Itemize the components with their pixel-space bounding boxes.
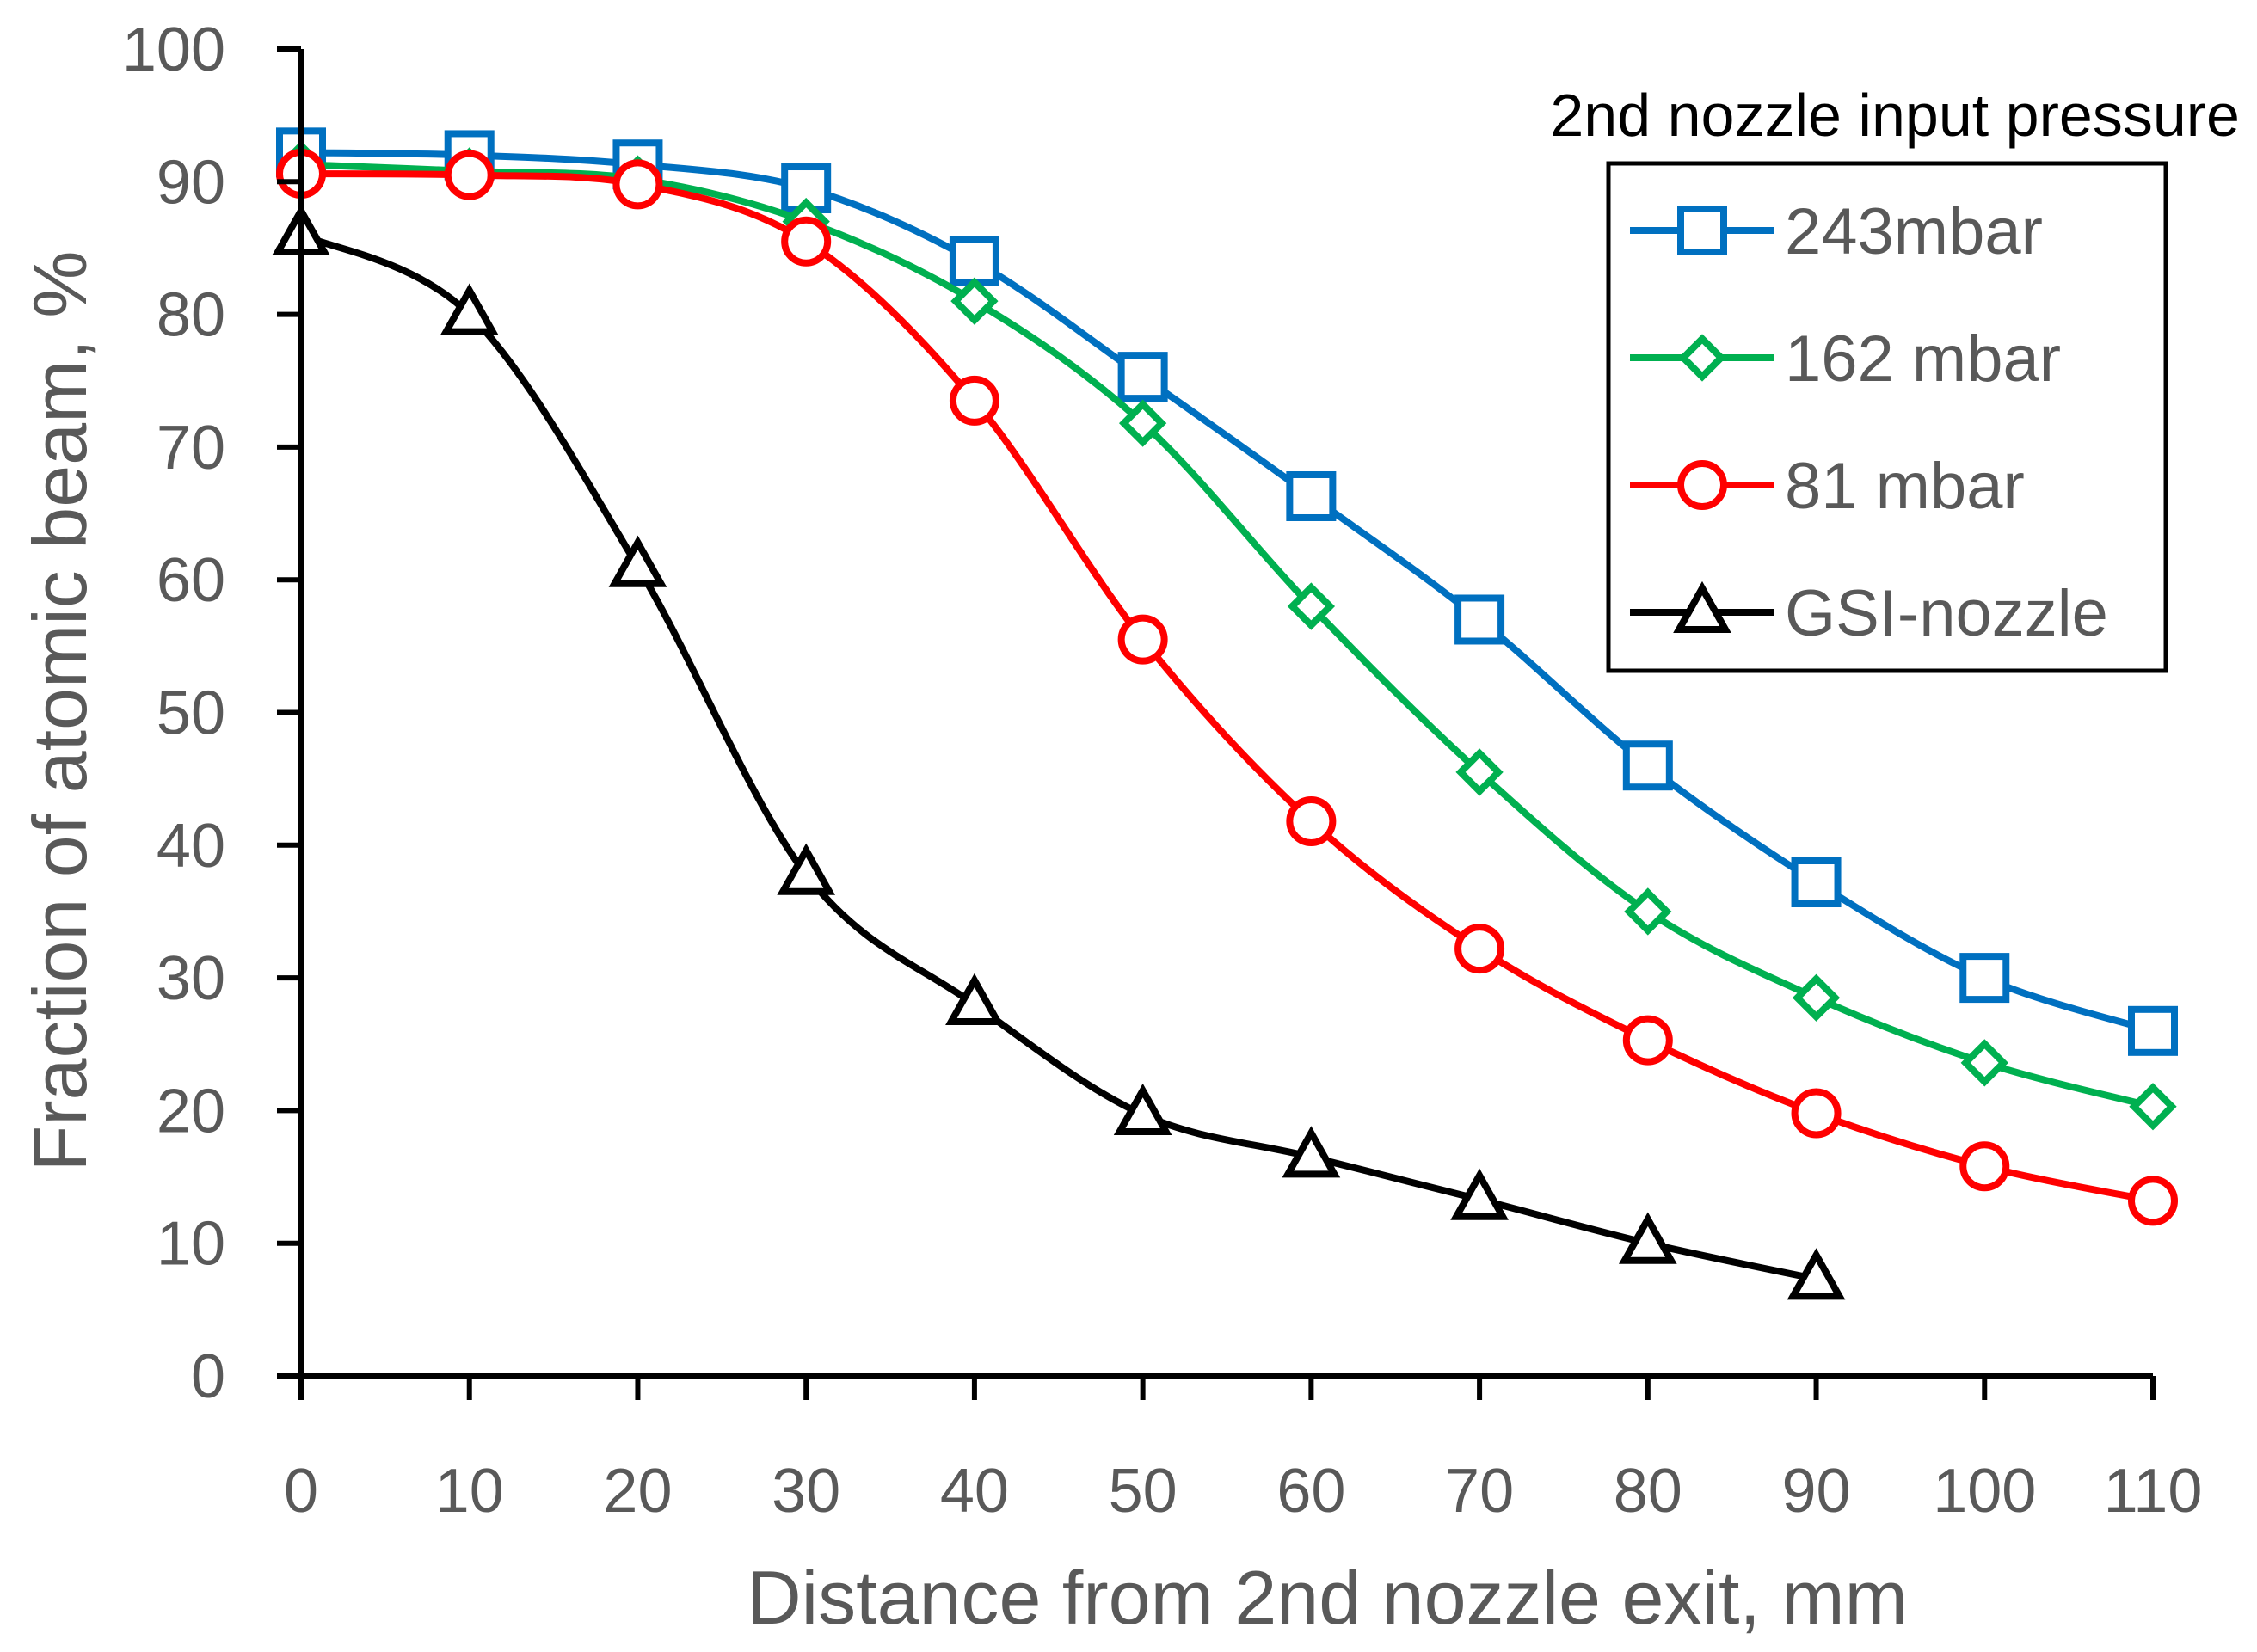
data-point-162-mbar xyxy=(2129,1083,2177,1131)
data-point-243mbar xyxy=(1622,740,1673,791)
x-tick-label: 0 xyxy=(284,1457,318,1526)
y-tick-label: 20 xyxy=(157,1077,225,1145)
data-point-81-mbar xyxy=(1959,1141,2010,1192)
y-tick-label: 70 xyxy=(157,414,225,482)
data-point-gsi-nozzle xyxy=(1282,1126,1341,1178)
legend-marker-gsi-nozzle xyxy=(1673,580,1731,633)
data-point-243mbar xyxy=(2128,1005,2178,1056)
y-tick-label: 100 xyxy=(122,15,225,84)
y-tick-label: 30 xyxy=(157,944,225,1013)
data-point-243mbar xyxy=(949,236,999,286)
legend-label-162-mbar: 162 mbar xyxy=(1785,322,2061,396)
data-point-243mbar xyxy=(1791,857,1842,908)
data-point-81-mbar xyxy=(1117,614,1168,665)
y-tick-label: 40 xyxy=(157,812,225,881)
data-point-162-mbar xyxy=(1792,973,1841,1022)
x-tick-label: 10 xyxy=(435,1457,504,1526)
axes: 0 10 20 30 40 50 60 70 80 90 100 0 10 20 30 40 50 60 70 80 9… xyxy=(122,15,2203,1526)
series-line-gsi-nozzle xyxy=(299,231,1817,1283)
data-point-162-mbar xyxy=(1118,399,1167,447)
legend-marker-162-mbar xyxy=(1678,334,1726,382)
x-tick-label: 80 xyxy=(1614,1457,1682,1526)
legend-marker-243mbar xyxy=(1677,206,1727,255)
data-point-81-mbar xyxy=(949,375,999,426)
x-tick-label: 30 xyxy=(772,1457,840,1526)
x-tick-label: 40 xyxy=(940,1457,1009,1526)
y-tick-label: 80 xyxy=(157,281,225,350)
x-tick-label: 110 xyxy=(2104,1457,2203,1526)
data-point-81-mbar xyxy=(781,216,832,267)
legend-title: 2nd nozzle input pressure xyxy=(1550,82,2240,149)
data-point-243mbar xyxy=(1454,594,1505,645)
data-point-gsi-nozzle xyxy=(440,283,499,335)
x-tick-label: 100 xyxy=(1933,1457,2036,1526)
legend-label-81-mbar: 81 mbar xyxy=(1785,450,2025,523)
legend-label-gsi-nozzle: GSI-nozzle xyxy=(1785,577,2108,650)
data-point-162-mbar xyxy=(1455,748,1504,796)
data-point-gsi-nozzle xyxy=(1450,1168,1509,1220)
data-point-243mbar xyxy=(1959,953,2010,1004)
legend-marker-81-mbar xyxy=(1677,460,1727,510)
data-point-81-mbar xyxy=(1286,796,1337,847)
data-point-gsi-nozzle xyxy=(1113,1083,1172,1136)
data-point-81-mbar xyxy=(612,159,663,210)
data-point-243mbar xyxy=(1286,470,1337,521)
data-point-81-mbar xyxy=(2128,1176,2178,1226)
plot-area xyxy=(272,127,2178,1300)
y-tick-label: 10 xyxy=(157,1210,225,1279)
x-tick-label: 60 xyxy=(1276,1457,1345,1526)
data-point-gsi-nozzle xyxy=(1618,1212,1677,1264)
data-point-243mbar xyxy=(1117,352,1168,402)
legend-label-243mbar: 243mbar xyxy=(1785,195,2043,268)
series-81-mbar xyxy=(276,149,2178,1226)
x-tick-label: 20 xyxy=(603,1457,672,1526)
data-point-gsi-nozzle xyxy=(608,535,667,587)
y-tick-label: 90 xyxy=(157,148,225,217)
data-point-81-mbar xyxy=(444,150,495,200)
y-tick-label: 0 xyxy=(191,1342,225,1411)
data-point-81-mbar xyxy=(1622,1015,1673,1066)
data-point-162-mbar xyxy=(950,277,999,325)
x-tick-label: 90 xyxy=(1781,1457,1850,1526)
x-axis-title: Distance from 2nd nozzle exit, mm xyxy=(747,1555,1908,1640)
data-point-162-mbar xyxy=(1624,887,1672,936)
data-point-gsi-nozzle xyxy=(1787,1248,1846,1300)
data-point-81-mbar xyxy=(1791,1088,1842,1139)
data-point-gsi-nozzle xyxy=(945,973,1004,1025)
y-tick-label: 50 xyxy=(157,679,225,748)
y-tick-label: 60 xyxy=(157,546,225,615)
data-point-81-mbar xyxy=(1454,924,1505,974)
series-gsi-nozzle xyxy=(272,203,1846,1300)
x-tick-label: 70 xyxy=(1445,1457,1514,1526)
legend: 243mbar 162 mbar 81 mbar GSI-nozzle xyxy=(1606,161,2168,673)
data-point-162-mbar xyxy=(1960,1039,2008,1087)
y-axis-title: Fraction of atomic beam, % xyxy=(17,250,102,1171)
x-tick-label: 50 xyxy=(1109,1457,1178,1526)
data-point-162-mbar xyxy=(1287,582,1336,630)
data-point-gsi-nozzle xyxy=(777,843,836,895)
